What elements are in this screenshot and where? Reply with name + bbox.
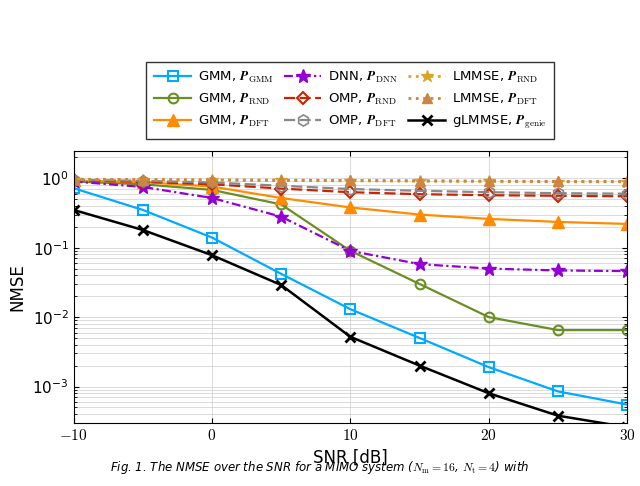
Text: Fig. 1. The NMSE over the SNR for a MIMO system ($N_\mathrm{m}=16$, $N_\mathrm{t: Fig. 1. The NMSE over the SNR for a MIMO… bbox=[110, 459, 530, 476]
X-axis label: SNR [dB]: SNR [dB] bbox=[313, 448, 388, 466]
Legend: GMM, $\boldsymbol{P}_\mathrm{GMM}$, GMM, $\boldsymbol{P}_\mathrm{RND}$, GMM, $\b: GMM, $\boldsymbol{P}_\mathrm{GMM}$, GMM,… bbox=[147, 62, 554, 139]
Y-axis label: NMSE: NMSE bbox=[9, 263, 27, 311]
